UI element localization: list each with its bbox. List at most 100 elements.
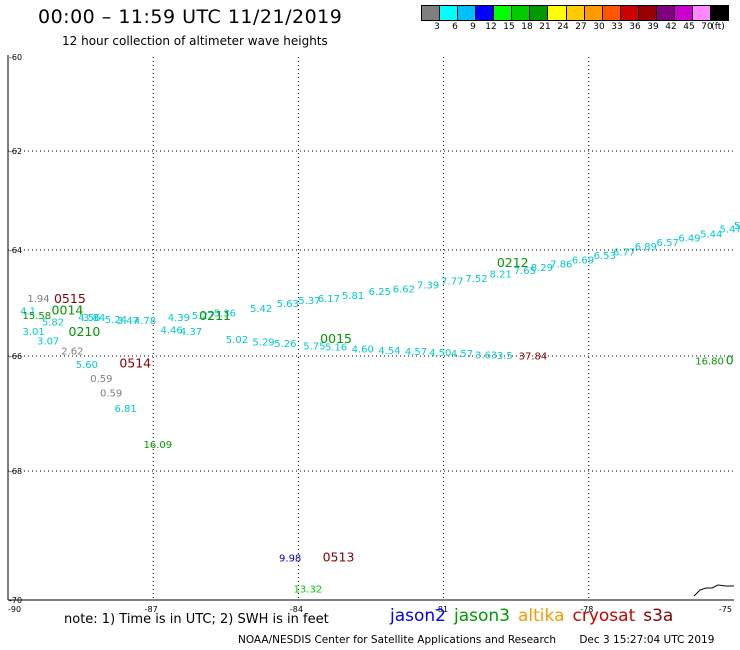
- wave-height-value: 5.36: [214, 308, 236, 319]
- wave-height-value: 4.46: [160, 326, 182, 337]
- lon-tick-label: -75: [719, 605, 732, 614]
- wave-height-value: 7.65: [514, 266, 536, 277]
- wave-height-value: 5.27: [192, 311, 214, 322]
- wave-height-value: 5.60: [76, 360, 98, 371]
- wave-height-value: 5.47: [719, 225, 740, 236]
- lon-tick-label: -90: [8, 605, 21, 614]
- colorbar-swatch: [530, 6, 549, 20]
- wave-height-value: 8.21: [490, 270, 512, 281]
- wave-height-value: 6.77: [613, 247, 635, 258]
- wave-height-value: 15.58: [23, 311, 52, 322]
- wave-height-value: 6.57: [657, 238, 679, 249]
- colorbar-swatch: [458, 6, 477, 20]
- colorbar-label: 70: [701, 22, 713, 32]
- pass-time-label: 0211: [199, 308, 231, 323]
- wave-height-value: 37.84: [519, 351, 548, 362]
- legend-s3a: s3a: [643, 606, 674, 626]
- wave-height-value: 0.59: [100, 388, 122, 399]
- colorbar-label: 30: [593, 22, 605, 32]
- map-subtitle: 12 hour collection of altimeter wave hei…: [62, 34, 328, 48]
- colorbar-swatch: [638, 6, 657, 20]
- pass-time-label: 0: [726, 353, 734, 368]
- wave-height-value: 8.29: [531, 263, 553, 274]
- colorbar-swatch: [512, 6, 531, 20]
- wave-height-value: 4.57: [451, 349, 473, 360]
- wave-height-value: 5.16: [325, 343, 347, 354]
- colorbar-swatch: [620, 6, 639, 20]
- wave-height-value: 6.17: [318, 294, 340, 305]
- pass-time-label: 0515: [54, 291, 86, 306]
- wave-height-colorbar: [421, 5, 729, 21]
- wave-height-value: 5.42: [250, 304, 272, 315]
- wave-height-value: 0.59: [90, 374, 112, 385]
- footer: NOAA/NESDIS Center for Satellite Applica…: [238, 634, 734, 646]
- wave-height-value: 6.69: [572, 255, 594, 266]
- colorbar-label: 36: [629, 22, 641, 32]
- colorbar-swatch: [602, 6, 621, 20]
- lon-tick-label: -84: [290, 605, 303, 614]
- colorbar-label: 24: [557, 22, 569, 32]
- wave-height-value: 6.53: [594, 251, 616, 262]
- wave-height-value: 13.32: [294, 584, 323, 595]
- wave-height-value: 5.24: [105, 315, 127, 326]
- colorbar-label: 39: [647, 22, 659, 32]
- wave-height-value: 5.02: [226, 335, 248, 346]
- pass-time-label: 0015: [320, 331, 352, 346]
- map-title: 00:00 – 11:59 UTC 11/21/2019: [38, 6, 343, 28]
- lat-tick-label: -70: [9, 596, 22, 605]
- lat-tick-label: -62: [9, 147, 22, 156]
- note-text: note: 1) Time is in UTC; 2) SWH is in fe…: [64, 612, 329, 627]
- legend-jason2: jason2: [390, 606, 446, 626]
- wave-height-value: 3.07: [37, 336, 59, 347]
- wave-height-value: 6.62: [393, 284, 415, 295]
- wave-height-value: 6.81: [114, 404, 136, 415]
- wave-height-value: 3.01: [23, 327, 45, 338]
- lat-tick-label: -66: [9, 352, 22, 361]
- wave-height-value: 5.82: [42, 317, 64, 328]
- wave-height-value: 2.62: [61, 346, 83, 357]
- colorbar-swatch: [440, 6, 459, 20]
- wave-height-value: 7.52: [465, 274, 487, 285]
- wave-height-value: 7.77: [441, 276, 463, 287]
- footer-org: NOAA/NESDIS Center for Satellite Applica…: [238, 634, 556, 646]
- wave-height-value: 5.44: [700, 230, 722, 241]
- wave-height-value: 3.84: [83, 313, 105, 324]
- wave-height-value: 5.3: [734, 221, 740, 232]
- wave-height-value: 4.57: [405, 347, 427, 358]
- colorbar-swatch: [674, 6, 693, 20]
- pass-time-label: 0212: [497, 255, 529, 270]
- wave-height-value: 4.54: [378, 346, 400, 357]
- colorbar-swatch: [711, 6, 729, 20]
- pass-time-label: 0513: [323, 549, 355, 564]
- colorbar-label: 9: [470, 22, 476, 32]
- wave-height-value: 6.49: [678, 234, 700, 245]
- colorbar-labels: 3 6 9 12 15 18 21 24 27 30 33 36 39 42 45 70 (ft): [421, 22, 729, 34]
- satellite-legend: jason2 jason3 altika cryosat s3a: [390, 606, 681, 626]
- wave-height-value: 4.37: [180, 327, 202, 338]
- colorbar-swatch: [422, 6, 441, 20]
- colorbar-label: 15: [503, 22, 515, 32]
- wave-height-value: 4.78: [134, 316, 156, 327]
- lon-tick-label: -87: [145, 605, 158, 614]
- lon-tick-label: -78: [580, 605, 593, 614]
- coastline: [693, 584, 734, 597]
- wave-height-value: 4.39: [168, 313, 190, 324]
- pass-time-label: 0014: [52, 303, 84, 318]
- colorbar-swatch: [476, 6, 495, 20]
- wave-height-value: 6.89: [635, 242, 657, 253]
- wave-height-value: 16.80: [695, 357, 724, 368]
- wave-height-value: 9.98: [279, 553, 301, 564]
- wave-height-value: 5.75: [303, 342, 325, 353]
- legend-cryosat: cryosat: [572, 606, 636, 626]
- lat-tick-label: -64: [9, 246, 22, 255]
- wave-height-value: 4.50: [429, 348, 451, 359]
- wave-height-value: 4.60: [352, 344, 374, 355]
- wave-height-value: 5.63: [277, 299, 299, 310]
- colorbar-swatch: [494, 6, 513, 20]
- wave-height-value: 7.86: [550, 259, 572, 270]
- wave-height-value: 3.63: [475, 350, 497, 361]
- pass-time-label: 0514: [119, 356, 151, 371]
- wave-height-value: 3.5: [497, 351, 513, 362]
- wave-height-value: 7.39: [417, 281, 439, 292]
- colorbar-label: 12: [485, 22, 497, 32]
